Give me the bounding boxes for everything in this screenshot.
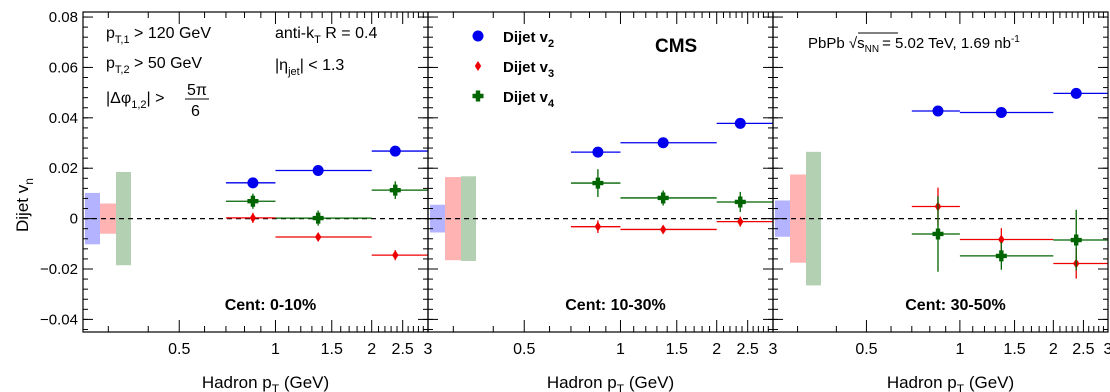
x-tick-label: 2	[712, 341, 721, 358]
cut-pt1: pT,1 > 120 GeV	[106, 25, 211, 46]
data-point-v2	[995, 107, 1007, 119]
data-point-v4	[1070, 234, 1082, 246]
x-tick-label: 3	[424, 341, 433, 358]
x-tick-label: 2.5	[737, 341, 759, 358]
panel-frame	[427, 11, 774, 333]
centrality-label: Cent: 0-10%	[225, 297, 317, 314]
panel-frame	[772, 11, 1109, 333]
legend-marker-v4	[472, 90, 484, 102]
y-tick-label: 0	[70, 211, 78, 228]
x-tick-label: 0.5	[513, 341, 535, 358]
x-axis-title: Hadron pT (GeV)	[202, 373, 329, 392]
cut-antikt: anti-kT R = 0.4	[275, 25, 377, 46]
legend-marker-v3	[474, 61, 482, 71]
x-tick-label: 1.5	[321, 341, 343, 358]
data-point-v4	[657, 192, 669, 204]
x-tick-label: 1	[955, 341, 964, 358]
x-tick-label: 3	[769, 341, 778, 358]
systematic-band	[790, 174, 806, 263]
x-tick-label: 1.5	[666, 341, 688, 358]
systematic-band	[100, 203, 116, 234]
data-point-v2	[932, 105, 944, 117]
data-point-v3	[737, 216, 744, 227]
x-tick-label: 2.5	[392, 341, 414, 358]
data-point-v2	[657, 137, 669, 149]
data-point-v4	[995, 250, 1007, 262]
data-point-v2	[1070, 87, 1082, 99]
x-tick-label: 1	[616, 341, 625, 358]
data-point-v4	[734, 196, 746, 208]
centrality-label: Cent: 10-30%	[565, 297, 665, 314]
y-tick-label: 0.06	[49, 59, 78, 76]
panel-3: 0.5 1 1.5 2 2.5 3 Cent: 30-50% Hadron pT (GeV)	[772, 11, 1110, 392]
cuts-annotation: pT,1 > 120 GeV pT,2 > 50 GeV |Δφ1,2| > 5…	[106, 25, 377, 120]
x-tick-label: 2	[1049, 341, 1058, 358]
legend: Dijet v2 Dijet v3 Dijet v4	[472, 29, 555, 110]
x-tick-label: 1	[271, 341, 280, 358]
energy-label: PbPb √sNN = 5.02 TeV, 1.69 nb-1	[808, 34, 1020, 55]
data-point-v2	[592, 146, 604, 158]
data-point-v2	[247, 177, 259, 189]
cut-dphi-frac-den: 6	[191, 103, 200, 120]
legend-label: Dijet v3	[503, 59, 554, 80]
y-axis-title: Dijet vn	[13, 178, 36, 232]
data-point-v3	[249, 212, 257, 223]
x-axis-title: Hadron pT (GeV)	[887, 373, 1014, 392]
x-tick-label: 2	[367, 341, 376, 358]
data-point-v4	[592, 177, 604, 189]
centrality-label: Cent: 30-50%	[905, 297, 1005, 314]
legend-label: Dijet v2	[503, 29, 554, 50]
data-point-v3	[314, 232, 322, 243]
y-tick-label: 0.08	[49, 9, 78, 26]
data-point-v3	[659, 224, 667, 235]
x-tick-label: 1.5	[1003, 341, 1025, 358]
experiment-label: CMS	[655, 36, 697, 57]
cut-pt2: pT,2 > 50 GeV	[106, 55, 202, 76]
cut-eta: |ηjet| < 1.3	[275, 57, 344, 78]
y-tick-label: −0.04	[40, 311, 78, 328]
data-point-v4	[312, 212, 324, 224]
data-point-v4	[932, 228, 944, 240]
x-tick-label: 0.5	[855, 341, 877, 358]
x-tick-label: 2.5	[1072, 341, 1094, 358]
panel-1: 0.5 1 1.5 2 2.5 3 Cent: 0-10% Hadron pT (GeV)	[82, 11, 433, 392]
sqrt-sign: √	[849, 35, 858, 52]
data-point-v3	[392, 250, 399, 261]
y-tick-label: −0.02	[40, 261, 78, 278]
data-point-v2	[389, 145, 401, 157]
panel-2: 0.5 1 1.5 2 2.5 3 Cent: 10-30% Hadron pT (GeV)	[427, 11, 778, 392]
legend-label: Dijet v4	[503, 89, 555, 110]
y-tick-label: 0.02	[49, 160, 78, 177]
cut-dphi: |Δφ1,2| >	[106, 90, 164, 111]
x-axis-title: Hadron pT (GeV)	[547, 373, 674, 392]
y-tick-label: 0.04	[49, 110, 78, 127]
data-point-v3	[998, 234, 1005, 245]
data-point-v3	[594, 221, 602, 232]
data-point-v4	[247, 195, 259, 207]
systematic-band	[445, 177, 461, 261]
x-tick-label: 3	[1104, 341, 1110, 358]
data-point-v4	[389, 184, 401, 196]
data-point-v2	[312, 164, 324, 176]
x-tick-label: 0.5	[168, 341, 190, 358]
data-point-v2	[734, 117, 746, 129]
legend-marker-v2	[472, 30, 484, 42]
cut-dphi-frac-num: 5π	[187, 82, 207, 99]
